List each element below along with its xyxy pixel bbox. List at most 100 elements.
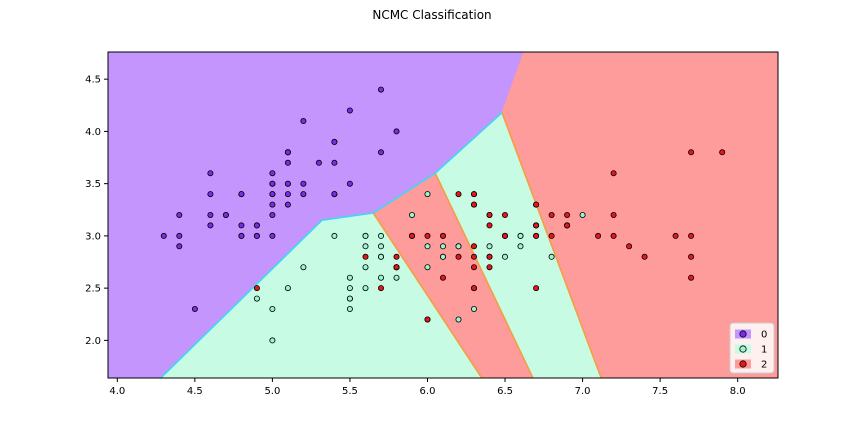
point-class-1-28 bbox=[377, 274, 384, 281]
point-class-0-48 bbox=[207, 211, 214, 218]
point-class-2-27 bbox=[439, 232, 446, 239]
point-class-2-13 bbox=[377, 285, 384, 292]
point-class-1-48 bbox=[377, 253, 384, 260]
point-class-2-10 bbox=[501, 211, 508, 218]
legend-label-0: 0 bbox=[761, 330, 767, 341]
boundary-1-2-right bbox=[501, 112, 602, 378]
point-class-1-49 bbox=[579, 211, 586, 218]
point-class-2-48 bbox=[455, 191, 462, 198]
x-tick-label-4.5: 4.5 bbox=[187, 386, 203, 397]
point-class-2-47 bbox=[501, 232, 508, 239]
point-class-0-16 bbox=[331, 138, 338, 145]
point-class-0-34 bbox=[253, 222, 260, 229]
point-class-2-51 bbox=[408, 232, 415, 239]
point-class-2-6 bbox=[253, 285, 260, 292]
point-class-1-39 bbox=[346, 274, 353, 281]
point-class-2-50 bbox=[470, 191, 477, 198]
y-tick-label-3.0: 3.0 bbox=[85, 231, 101, 242]
point-class-2-44 bbox=[533, 201, 540, 208]
point-class-1-3 bbox=[501, 253, 508, 260]
point-class-2-42 bbox=[393, 264, 400, 271]
point-class-0-23 bbox=[284, 201, 291, 208]
point-class-0-24 bbox=[238, 191, 245, 198]
boundary-0-1-step bbox=[321, 212, 374, 222]
point-class-0-46 bbox=[269, 201, 276, 208]
point-class-0-42 bbox=[269, 180, 276, 187]
point-class-2-37 bbox=[486, 222, 493, 229]
point-class-1-47 bbox=[284, 285, 291, 292]
legend-marker-1 bbox=[739, 345, 747, 353]
point-class-0-37 bbox=[176, 232, 183, 239]
point-class-0-30 bbox=[238, 222, 245, 229]
point-class-0-21 bbox=[284, 159, 291, 166]
point-class-2-18 bbox=[688, 274, 695, 281]
point-class-2-19 bbox=[424, 316, 431, 323]
point-class-2-46 bbox=[470, 285, 477, 292]
point-class-2-35 bbox=[688, 232, 695, 239]
point-class-1-19 bbox=[408, 211, 415, 218]
point-class-2-41 bbox=[564, 222, 571, 229]
point-class-1-51 bbox=[455, 243, 462, 250]
point-class-1-8 bbox=[300, 264, 307, 271]
x-tick-label-6.0: 6.0 bbox=[420, 386, 436, 397]
point-class-0-3 bbox=[207, 222, 214, 229]
point-class-1-50 bbox=[517, 232, 524, 239]
point-class-0-26 bbox=[269, 191, 276, 198]
point-class-1-42 bbox=[269, 305, 276, 312]
point-class-0-14 bbox=[393, 128, 400, 135]
legend-label-1: 1 bbox=[761, 345, 767, 356]
plot-frame bbox=[107, 51, 779, 379]
point-class-1-9 bbox=[269, 337, 276, 344]
point-class-0-31 bbox=[331, 191, 338, 198]
point-class-0-27 bbox=[300, 180, 307, 187]
point-class-1-23 bbox=[486, 243, 493, 250]
legend-marker-2 bbox=[739, 360, 747, 368]
boundary-0-1-upper bbox=[434, 112, 503, 174]
y-tick-label-4.5: 4.5 bbox=[85, 75, 101, 86]
boundary-1-2-left bbox=[372, 212, 483, 378]
point-class-2-31 bbox=[719, 149, 726, 156]
legend: 0 1 2 bbox=[729, 322, 775, 374]
point-class-2-12 bbox=[548, 232, 555, 239]
point-class-1-37 bbox=[362, 232, 369, 239]
point-class-1-32 bbox=[424, 264, 431, 271]
point-class-0-25 bbox=[269, 232, 276, 239]
point-class-0-28 bbox=[300, 191, 307, 198]
point-class-2-33 bbox=[470, 253, 477, 260]
point-class-2-14 bbox=[393, 253, 400, 260]
point-class-0-45 bbox=[315, 159, 322, 166]
point-class-0-10 bbox=[331, 159, 338, 166]
point-class-1-7 bbox=[517, 243, 524, 250]
point-class-0-35 bbox=[269, 211, 276, 218]
point-class-0-47 bbox=[253, 232, 260, 239]
point-class-2-15 bbox=[486, 211, 493, 218]
x-tick-label-6.5: 6.5 bbox=[497, 386, 513, 397]
point-class-1-25 bbox=[548, 253, 555, 260]
point-class-0-6 bbox=[207, 191, 214, 198]
point-class-2-34 bbox=[439, 274, 446, 281]
point-class-1-34 bbox=[424, 191, 431, 198]
point-class-2-25 bbox=[610, 211, 617, 218]
point-class-1-17 bbox=[455, 316, 462, 323]
point-class-1-38 bbox=[346, 285, 353, 292]
point-class-2-22 bbox=[688, 253, 695, 260]
point-class-0-18 bbox=[377, 149, 384, 156]
point-class-1-41 bbox=[393, 274, 400, 281]
point-class-2-29 bbox=[610, 232, 617, 239]
point-class-2-9 bbox=[610, 170, 617, 177]
point-class-2-17 bbox=[688, 149, 695, 156]
point-class-0-8 bbox=[176, 243, 183, 250]
point-class-2-3 bbox=[470, 243, 477, 250]
point-class-2-40 bbox=[533, 222, 540, 229]
data-points bbox=[160, 86, 726, 344]
point-class-0-41 bbox=[176, 211, 183, 218]
point-class-0-49 bbox=[284, 149, 291, 156]
point-class-2-21 bbox=[362, 253, 369, 260]
point-class-2-11 bbox=[486, 264, 493, 271]
legend-marker-0 bbox=[739, 330, 747, 338]
point-class-1-44 bbox=[377, 232, 384, 239]
point-class-0-4 bbox=[269, 170, 276, 177]
decision-boundaries bbox=[160, 112, 602, 378]
point-class-2-32 bbox=[486, 253, 493, 260]
